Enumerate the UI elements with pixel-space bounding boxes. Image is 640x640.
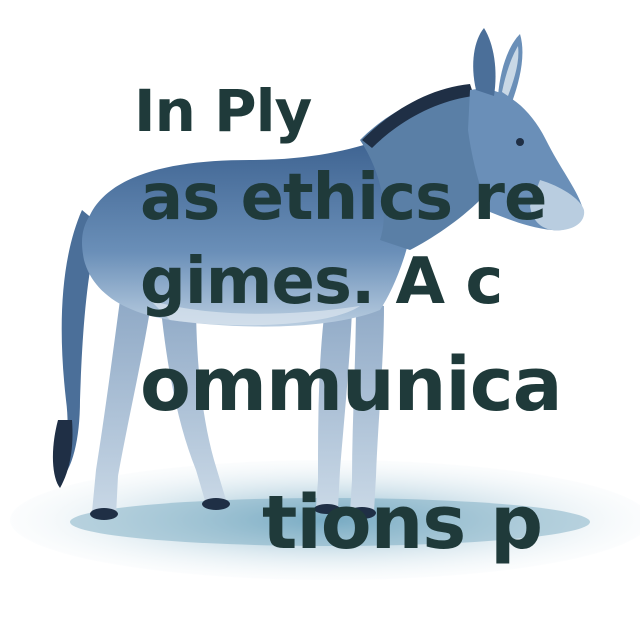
hoof-2 [202,498,230,510]
front-leg-front [350,300,384,512]
donkey-eye [516,138,524,146]
ground-shadow [70,498,590,546]
hind-leg-back [92,300,150,516]
tail-tuft [52,420,73,488]
overlay-text-line-3: gimes. A c [140,245,503,319]
front-leg-back [316,300,352,508]
overlay-text-line-1: In Ply [134,77,312,145]
donkey-mane [362,84,474,148]
overlay-text-line-5: tions p [262,480,543,566]
ear-inner [502,46,519,96]
overlay-text-line-4: ommunica [140,342,563,428]
hoof-3 [314,504,340,514]
hind-leg-front [160,300,226,504]
hoof-1 [90,508,118,520]
hoof-4 [348,507,376,519]
donkey-muzzle [530,180,585,231]
ground-patch [10,460,640,580]
overlay-text-line-2: as ethics re [140,161,547,235]
donkey-neck [360,91,500,250]
ear-back [473,28,496,96]
belly-highlight [150,300,360,326]
donkey-tail [60,210,100,480]
donkey-body [82,140,420,327]
